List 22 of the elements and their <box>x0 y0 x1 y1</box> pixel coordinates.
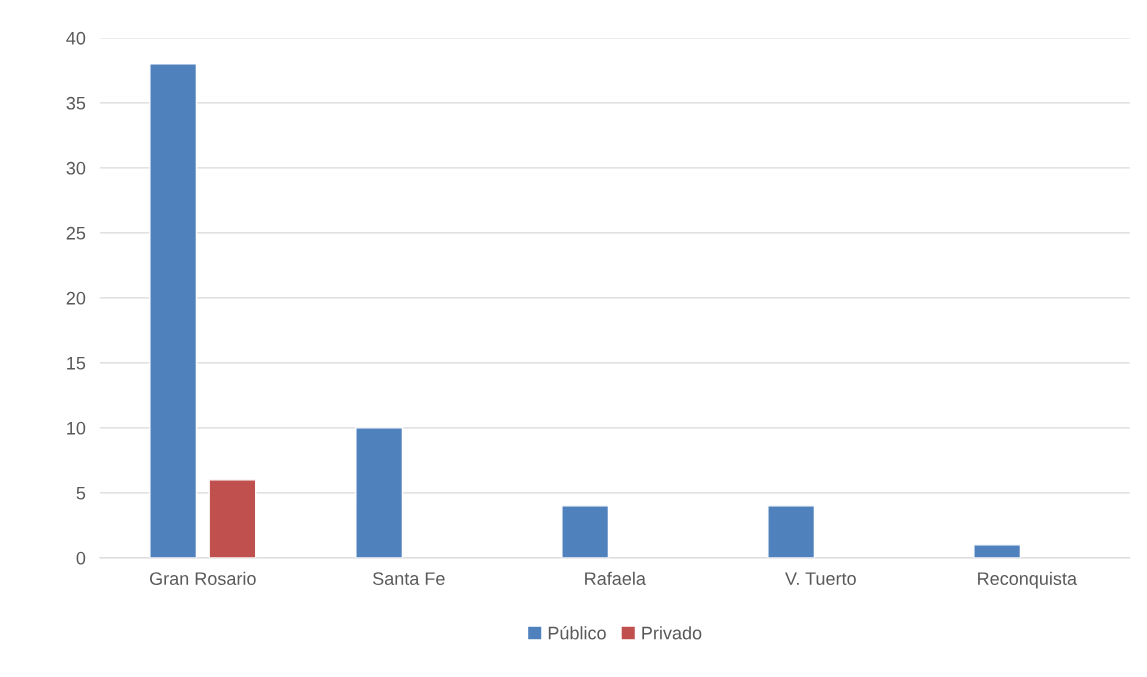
y-tick-label: 35 <box>66 96 86 110</box>
y-tick-label: 20 <box>66 291 86 305</box>
bar <box>767 505 816 558</box>
legend-label: Público <box>548 625 606 640</box>
y-tick-label: 25 <box>66 226 86 240</box>
bar <box>355 427 404 558</box>
x-tick-label: V. Tuerto <box>785 572 856 585</box>
y-tick-label: 30 <box>66 161 86 175</box>
x-tick-label: Gran Rosario <box>150 571 256 585</box>
y-tick-label: 15 <box>67 356 86 370</box>
y-tick-label: 0 <box>76 551 86 565</box>
y-tick-label: 10 <box>67 421 86 435</box>
y-tick-label: 5 <box>76 486 86 500</box>
bar <box>561 505 610 558</box>
legend-label: Privado <box>642 626 702 640</box>
x-tick-label: Reconquista <box>978 571 1077 589</box>
x-tick-label: Santa Fe <box>372 572 445 585</box>
bar <box>149 63 198 558</box>
x-tick-label: Rafaela <box>585 571 646 585</box>
bar <box>208 479 257 558</box>
bar <box>973 544 1022 558</box>
y-tick-label: 40 <box>66 31 86 45</box>
